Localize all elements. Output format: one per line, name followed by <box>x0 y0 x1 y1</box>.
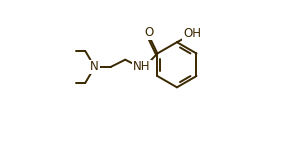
Text: NH: NH <box>133 60 151 74</box>
Text: OH: OH <box>183 27 201 40</box>
Text: N: N <box>90 60 99 74</box>
Text: O: O <box>145 26 154 39</box>
